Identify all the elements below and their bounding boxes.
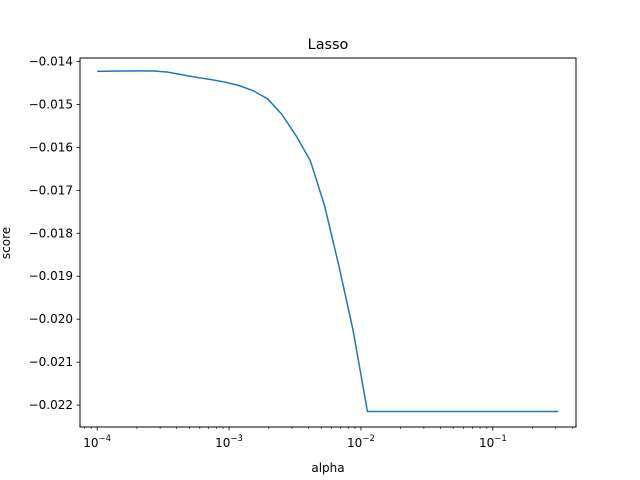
y-tick-label: −0.020 — [29, 312, 73, 326]
y-tick-label: −0.019 — [29, 269, 73, 283]
x-tick-label: 10−2 — [347, 434, 375, 450]
series-line-0 — [97, 70, 559, 413]
x-axis-label: alpha — [311, 461, 344, 475]
x-axis-ticks: 10−4 10−3 10−2 10−1 — [83, 427, 573, 450]
y-tick-label: −0.016 — [29, 140, 73, 154]
y-tick-label: −0.014 — [29, 54, 73, 68]
x-tick-label: 10−4 — [83, 434, 111, 450]
y-axis-label: score — [0, 227, 13, 259]
y-axis-ticks: −0.014 −0.015 −0.016 −0.017 −0.018 −0.019 −0.0… — [29, 54, 80, 412]
y-tick-label: −0.022 — [29, 398, 73, 412]
y-tick-label: −0.015 — [29, 97, 73, 111]
plot-frame — [79, 57, 577, 428]
x-tick-label: 10−3 — [215, 434, 243, 450]
chart-title: Lasso — [308, 37, 349, 53]
y-tick-label: −0.018 — [29, 226, 73, 240]
series-line-group — [97, 70, 559, 413]
y-tick-label: −0.021 — [29, 355, 73, 369]
x-tick-label: 10−1 — [479, 434, 507, 450]
y-tick-label: −0.017 — [29, 183, 73, 197]
